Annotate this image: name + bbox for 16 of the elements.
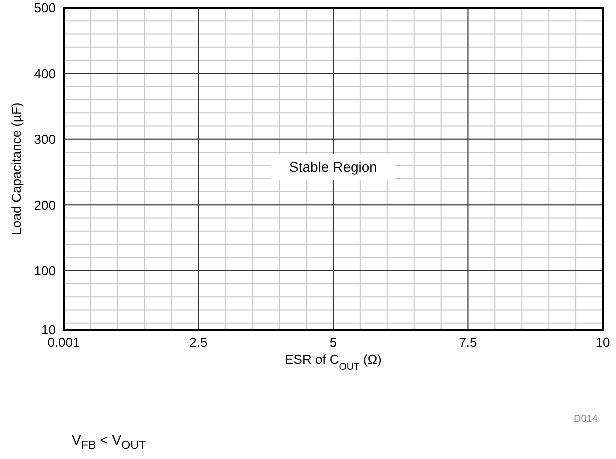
x-tick-label: 2.5 xyxy=(190,335,208,350)
text: D014 xyxy=(574,414,598,425)
y-tick-label: 400 xyxy=(34,66,56,82)
y-axis-title: Load Capacitance (µF) xyxy=(8,102,24,236)
x-axis-title: ESR of C$_{OUT}$ (Ω) xyxy=(285,352,382,372)
annotation: Stable Region xyxy=(290,159,378,175)
x-tick-label: 7.5 xyxy=(459,335,478,350)
text: V$_{FB}$ < V$_{OUT}$ xyxy=(72,432,146,452)
y-tick-label: 100 xyxy=(34,263,56,278)
x-tick-label: 10 xyxy=(596,335,610,350)
y-tick-label: 300 xyxy=(34,132,56,148)
y-tick-label: 200 xyxy=(34,198,56,213)
y-tick-label: 10 xyxy=(42,322,56,338)
x-tick-label: 0.001 xyxy=(48,335,80,350)
y-tick-label: 500 xyxy=(34,0,56,16)
x-tick-label: 5 xyxy=(330,335,338,350)
